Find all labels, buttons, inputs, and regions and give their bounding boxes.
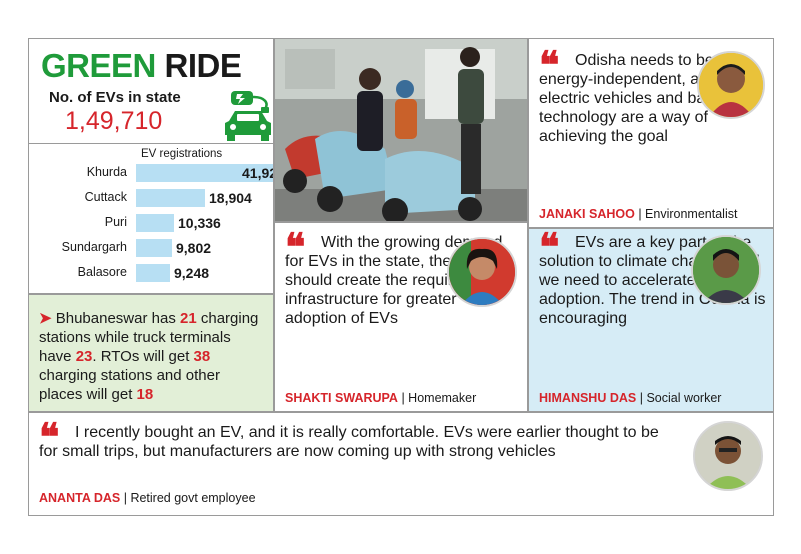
janaki-name: JANAKI SAHOO bbox=[539, 207, 635, 221]
quote-shakti: ❝ With the growing demand for EVs in the… bbox=[274, 222, 528, 412]
bbsr-text-2: charging stations while truck terminals … bbox=[39, 310, 259, 365]
quote-himanshu-author: HIMANSHU DAS | Social worker bbox=[539, 391, 722, 405]
arrow-icon: ➤ bbox=[39, 310, 52, 327]
chart-value-label: 10,336 bbox=[178, 215, 221, 231]
chart-value-label: 41,928 bbox=[242, 165, 273, 181]
himanshu-role: Social worker bbox=[646, 391, 722, 405]
quote-ananta: ❝ I recently bought an EV, and it is rea… bbox=[28, 412, 774, 516]
page-title: GREEN RIDE bbox=[41, 47, 242, 85]
chart-bar bbox=[136, 264, 170, 282]
quote-shakti-author: SHAKTI SWARUPA | Homemaker bbox=[285, 391, 477, 405]
chart-title: EV registrations bbox=[141, 148, 223, 160]
himanshu-name: HIMANSHU DAS bbox=[539, 391, 637, 405]
ananta-name: ANANTA DAS bbox=[39, 491, 121, 505]
chart-bar bbox=[136, 189, 205, 207]
chart-category-label: Khurda bbox=[86, 165, 127, 179]
quote-janaki: ❝ Odisha needs to be energy-independent,… bbox=[528, 38, 774, 228]
chart-value-label: 9,802 bbox=[176, 240, 212, 256]
chart-category-label: Cuttack bbox=[84, 190, 127, 204]
quote-mark-icon: ❝ bbox=[285, 227, 306, 269]
bbsr-num-1: 21 bbox=[180, 310, 197, 327]
quote-ananta-text: I recently bought an EV, and it is reall… bbox=[39, 424, 659, 460]
shakti-role: Homemaker bbox=[408, 391, 477, 405]
chart-bar bbox=[136, 164, 273, 182]
janaki-portrait bbox=[697, 51, 765, 119]
quote-ananta-mark-wrap: ❝ bbox=[39, 417, 60, 459]
shakti-name: SHAKTI SWARUPA bbox=[285, 391, 398, 405]
ev-stats-panel: GREEN RIDE No. of EVs in state 1,49,710 … bbox=[28, 38, 274, 294]
bbsr-num-2: 23 bbox=[75, 348, 93, 365]
quote-janaki-author: JANAKI SAHOO | Environmentalist bbox=[539, 207, 738, 221]
bbsr-text-4: charging stations and other places will … bbox=[39, 367, 220, 403]
bbsr-num-4: 18 bbox=[136, 386, 154, 403]
ev-count-value: 1,49,710 bbox=[65, 107, 163, 135]
bbsr-num-3: 38 bbox=[193, 348, 211, 365]
title-green-word: GREEN bbox=[41, 47, 156, 84]
himanshu-portrait bbox=[691, 235, 761, 305]
chart-category-label: Balasore bbox=[77, 265, 127, 279]
bbsr-text-3: . RTOs will get bbox=[92, 348, 194, 365]
chart-value-label: 9,248 bbox=[174, 265, 210, 281]
ev-scooters-photo bbox=[274, 38, 528, 222]
quote-mark-icon: ❝ bbox=[539, 45, 560, 87]
quote-shakti-text: With the growing demand for EVs in the s… bbox=[285, 234, 503, 327]
quote-janaki-text: Odisha needs to be energy-independent, a… bbox=[539, 52, 737, 145]
charging-stations-box: ➤ Bhubaneswar has 21 charging stations w… bbox=[28, 294, 274, 412]
chart-category-label: Puri bbox=[104, 215, 127, 229]
quote-ananta-author: ANANTA DAS | Retired govt employee bbox=[39, 491, 256, 505]
ev-car-charging-icon bbox=[225, 91, 271, 141]
quote-mark-icon: ❝ bbox=[39, 417, 60, 459]
shakti-portrait bbox=[447, 237, 517, 307]
chart-bar bbox=[136, 239, 172, 257]
chart-category-label: Sundargarh bbox=[61, 240, 127, 254]
quote-mark-icon: ❝ bbox=[539, 228, 560, 269]
quote-shakti-mark-wrap: ❝ bbox=[285, 227, 306, 269]
janaki-role: Environmentalist bbox=[645, 207, 738, 221]
ev-registrations-chart: EV registrations Khurda 41,928 Cuttack 18,9… bbox=[29, 143, 273, 293]
chart-bar bbox=[136, 214, 174, 232]
ananta-role: Retired govt employee bbox=[130, 491, 256, 505]
ev-count-label: No. of EVs in state bbox=[49, 89, 181, 106]
ananta-portrait bbox=[693, 421, 763, 491]
quote-himanshu: ❝ EVs are a key part of the solution to … bbox=[528, 228, 774, 412]
bbsr-text-1: Bhubaneswar has bbox=[51, 310, 180, 327]
title-rest-word: RIDE bbox=[164, 47, 242, 84]
quote-janaki-text-wrap: ❝ bbox=[539, 45, 735, 87]
quote-himanshu-mark-wrap: ❝ bbox=[539, 228, 560, 269]
chart-value-label: 18,904 bbox=[209, 190, 252, 206]
